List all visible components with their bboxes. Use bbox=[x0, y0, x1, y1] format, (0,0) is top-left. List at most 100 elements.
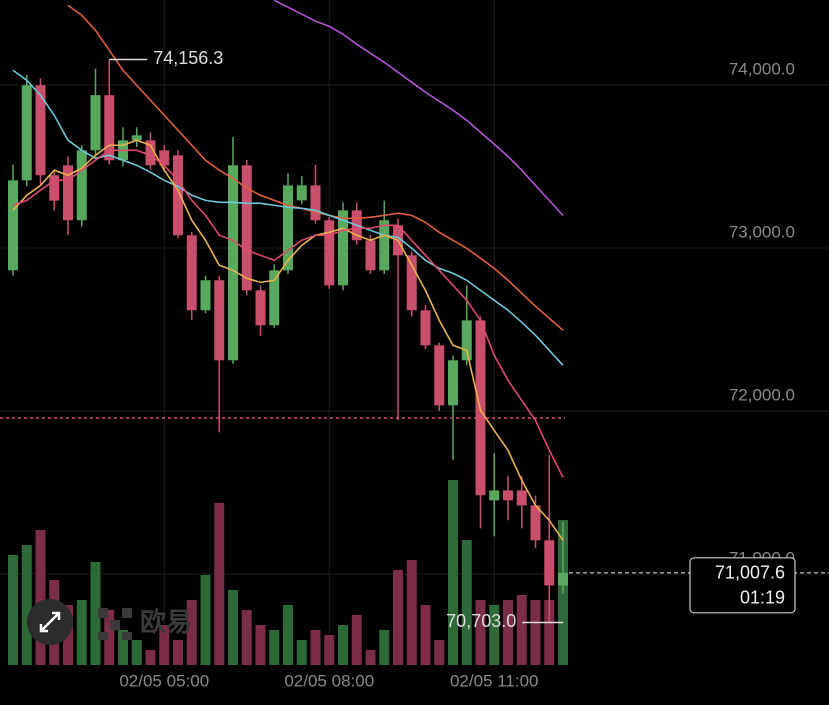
expand-icon bbox=[39, 611, 61, 633]
candle-body bbox=[448, 360, 458, 406]
candle-body bbox=[159, 150, 170, 166]
x-tick-label: 02/05 05:00 bbox=[119, 671, 209, 690]
candle-body bbox=[131, 135, 142, 141]
overlay: 欧易 71,000.072,000.073,000.074,000.002/05… bbox=[0, 48, 829, 690]
volume-bar bbox=[420, 605, 431, 665]
volume-bar bbox=[475, 600, 486, 665]
y-tick-label: 74,000.0 bbox=[729, 59, 795, 78]
volume-bar bbox=[310, 630, 321, 665]
candle-body bbox=[283, 185, 293, 271]
volume-bar bbox=[351, 615, 362, 665]
volume-bar bbox=[186, 600, 197, 665]
candle-layer bbox=[8, 59, 568, 623]
volume-bar bbox=[448, 480, 458, 665]
volume-bar bbox=[503, 600, 513, 665]
low-label: 70,703.0 bbox=[446, 611, 516, 631]
volume-bar bbox=[324, 635, 335, 665]
candle-body bbox=[90, 95, 101, 151]
volume-bar bbox=[283, 605, 293, 665]
volume-bar bbox=[365, 650, 376, 665]
volume-bar bbox=[90, 562, 101, 665]
candle-body bbox=[379, 220, 390, 271]
candle-body bbox=[173, 155, 183, 236]
volume-bar bbox=[393, 570, 403, 665]
volume-bar bbox=[255, 625, 266, 665]
volume-bar bbox=[145, 650, 156, 665]
volume-bar bbox=[118, 630, 128, 665]
candle-body bbox=[228, 165, 238, 361]
volume-bar bbox=[131, 640, 142, 665]
candle-body bbox=[420, 310, 431, 346]
x-tick-label: 02/05 08:00 bbox=[284, 671, 374, 690]
candle-body bbox=[310, 185, 321, 221]
volume-bar bbox=[516, 595, 527, 665]
volume-bar bbox=[379, 630, 390, 665]
candle-body bbox=[63, 165, 73, 221]
volume-bar bbox=[489, 605, 500, 665]
y-tick-label: 73,000.0 bbox=[729, 222, 795, 241]
ma-layer bbox=[12, 0, 564, 541]
volume-bar bbox=[241, 610, 252, 665]
volume-bar bbox=[296, 640, 307, 665]
candle-body bbox=[503, 490, 513, 501]
candle-body bbox=[558, 572, 568, 586]
ma-line bbox=[67, 4, 564, 331]
candle-body bbox=[516, 490, 527, 506]
candle-body bbox=[324, 220, 335, 286]
last-price-box bbox=[689, 557, 796, 614]
volume-bar bbox=[214, 503, 225, 665]
candle-body bbox=[489, 490, 500, 501]
volume-bar bbox=[76, 600, 87, 665]
volume-bar bbox=[530, 600, 541, 665]
candle-body bbox=[35, 85, 46, 176]
candle-body bbox=[296, 185, 307, 201]
volume-layer bbox=[8, 480, 568, 665]
candle-body bbox=[406, 255, 417, 311]
high-label: 74,156.3 bbox=[153, 48, 223, 68]
volume-bar bbox=[228, 590, 238, 665]
last-price-label: 71,007.6 bbox=[715, 563, 785, 583]
ma-line bbox=[12, 149, 564, 478]
volume-bar bbox=[200, 575, 211, 665]
candle-body bbox=[434, 345, 445, 406]
volume-bar bbox=[21, 545, 32, 665]
candle-body bbox=[255, 290, 266, 326]
candle-body bbox=[145, 140, 156, 166]
grid bbox=[0, 0, 829, 665]
volume-bar bbox=[269, 630, 280, 665]
ma-line bbox=[273, 0, 564, 216]
candle-body bbox=[461, 320, 472, 361]
candle-body bbox=[186, 235, 197, 311]
volume-bar bbox=[104, 610, 115, 665]
candle-body bbox=[8, 180, 18, 271]
candle-body bbox=[269, 270, 280, 326]
candle-body bbox=[241, 165, 252, 291]
volume-bar bbox=[461, 540, 472, 665]
countdown: 01:19 bbox=[740, 588, 785, 608]
candle-body bbox=[21, 85, 32, 181]
volume-bar bbox=[406, 560, 417, 665]
candle-body bbox=[544, 540, 555, 586]
candle-body bbox=[200, 280, 211, 311]
volume-bar bbox=[8, 555, 18, 665]
ma-line bbox=[12, 69, 564, 366]
candle-body bbox=[76, 150, 87, 221]
volume-bar bbox=[338, 625, 348, 665]
x-tick-label: 02/05 11:00 bbox=[450, 671, 539, 690]
watermark: 欧易 bbox=[140, 607, 192, 637]
volume-bar bbox=[173, 640, 183, 665]
candle-body bbox=[365, 240, 376, 271]
logo bbox=[98, 608, 132, 640]
candle-body bbox=[49, 175, 60, 201]
volume-bar bbox=[544, 600, 555, 665]
volume-bar bbox=[35, 530, 46, 665]
candle-body bbox=[530, 505, 541, 541]
candle-body bbox=[214, 280, 225, 361]
volume-bar bbox=[159, 625, 170, 665]
y-tick-label: 72,000.0 bbox=[729, 385, 795, 404]
ma-line bbox=[12, 139, 564, 541]
volume-bar bbox=[434, 640, 445, 665]
candle-body bbox=[104, 95, 115, 161]
